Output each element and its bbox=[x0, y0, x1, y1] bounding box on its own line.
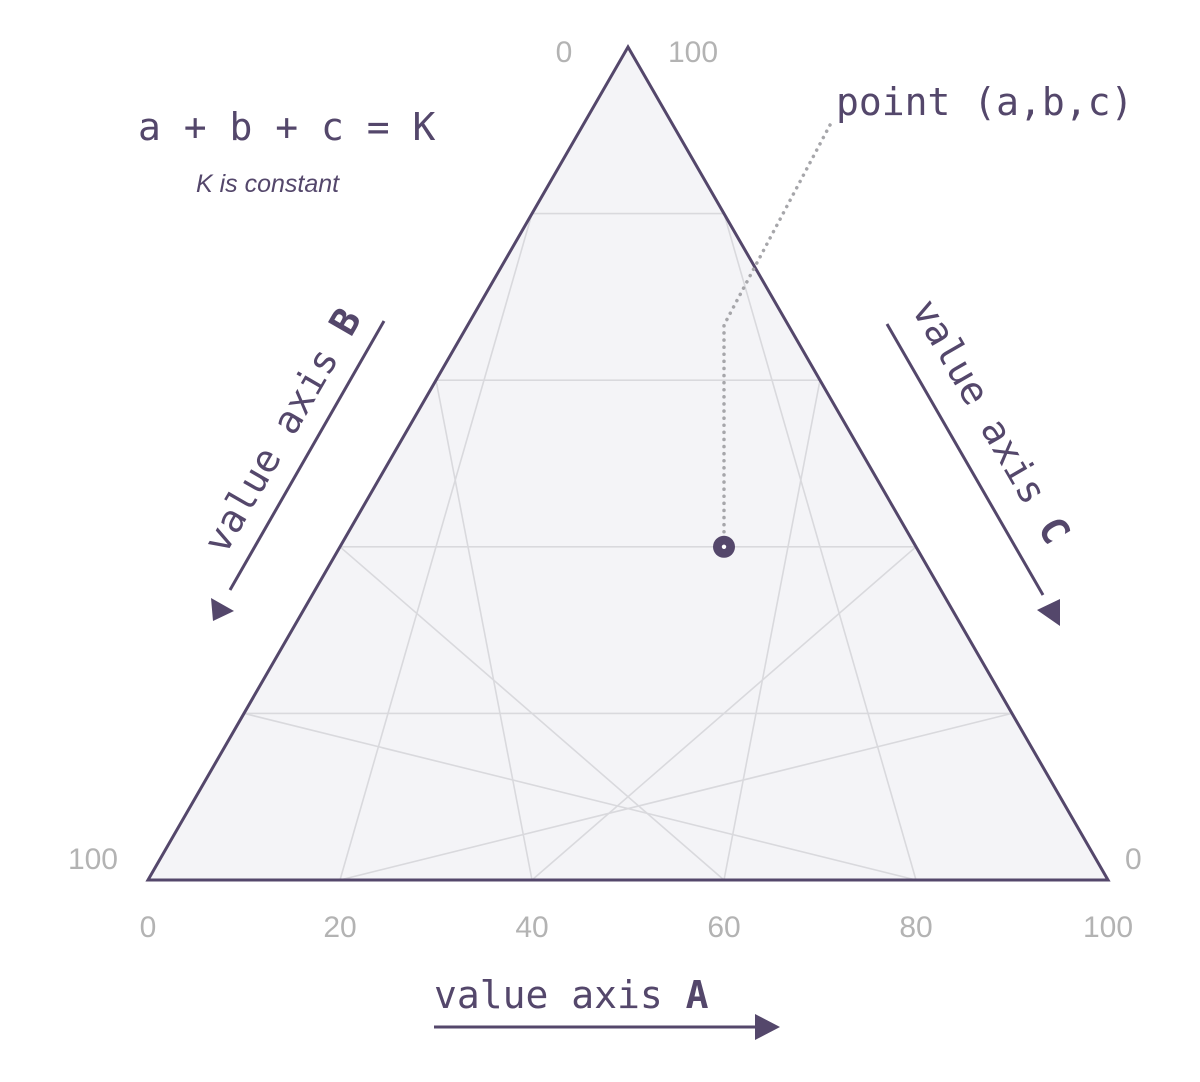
grid-line-diagonal bbox=[723, 380, 821, 881]
axis-a-tick-label: 0 bbox=[140, 911, 157, 944]
axis-a-tick-label: 60 bbox=[707, 911, 740, 944]
axis-a-label-prefix: value axis bbox=[434, 973, 686, 1017]
axis-c-label: value axis C bbox=[903, 292, 1078, 552]
point-label: point (a,b,c) bbox=[836, 80, 1133, 124]
grid-line-diagonal bbox=[435, 380, 533, 881]
grid-line-diagonal bbox=[339, 546, 725, 881]
point-leader-line bbox=[722, 123, 832, 548]
apex-label-top-right: 100 bbox=[668, 36, 718, 69]
axis-b-label-prefix: value axis bbox=[195, 321, 359, 561]
axis-a-arrow bbox=[434, 1014, 780, 1040]
grid-line-diagonal bbox=[243, 712, 917, 881]
axis-a-label-letter: A bbox=[686, 973, 709, 1017]
data-point[interactable] bbox=[713, 535, 735, 558]
apex-label-top-left: 0 bbox=[556, 36, 573, 69]
triangle-outline bbox=[145, 43, 1111, 882]
data-point-center bbox=[721, 544, 727, 549]
formula-equation: a + b + c = K bbox=[138, 105, 436, 149]
axis-a-tick-label: 20 bbox=[323, 911, 356, 944]
axis-b-label: value axis B bbox=[195, 301, 370, 561]
axis-c-arrow bbox=[885, 323, 1060, 626]
axis-a-tick-label: 40 bbox=[515, 911, 548, 944]
axis-b-arrow bbox=[211, 320, 386, 621]
grid-lines bbox=[243, 212, 1013, 881]
axis-a-tick-label: 100 bbox=[1083, 911, 1133, 944]
axis-a-label: value axis A bbox=[434, 973, 709, 1017]
axis-a-tick-label: 80 bbox=[899, 911, 932, 944]
grid-line-diagonal bbox=[723, 213, 917, 881]
axis-a-tick-labels: 0 20 40 60 80 100 bbox=[140, 911, 1133, 944]
grid-line-diagonal bbox=[339, 712, 1013, 881]
apex-label-bottom-left: 100 bbox=[68, 843, 118, 876]
triangle-area bbox=[148, 47, 1108, 880]
apex-label-bottom-right: 0 bbox=[1125, 843, 1142, 876]
formula-note: K is constant bbox=[196, 170, 340, 198]
grid-line-diagonal bbox=[531, 546, 917, 881]
